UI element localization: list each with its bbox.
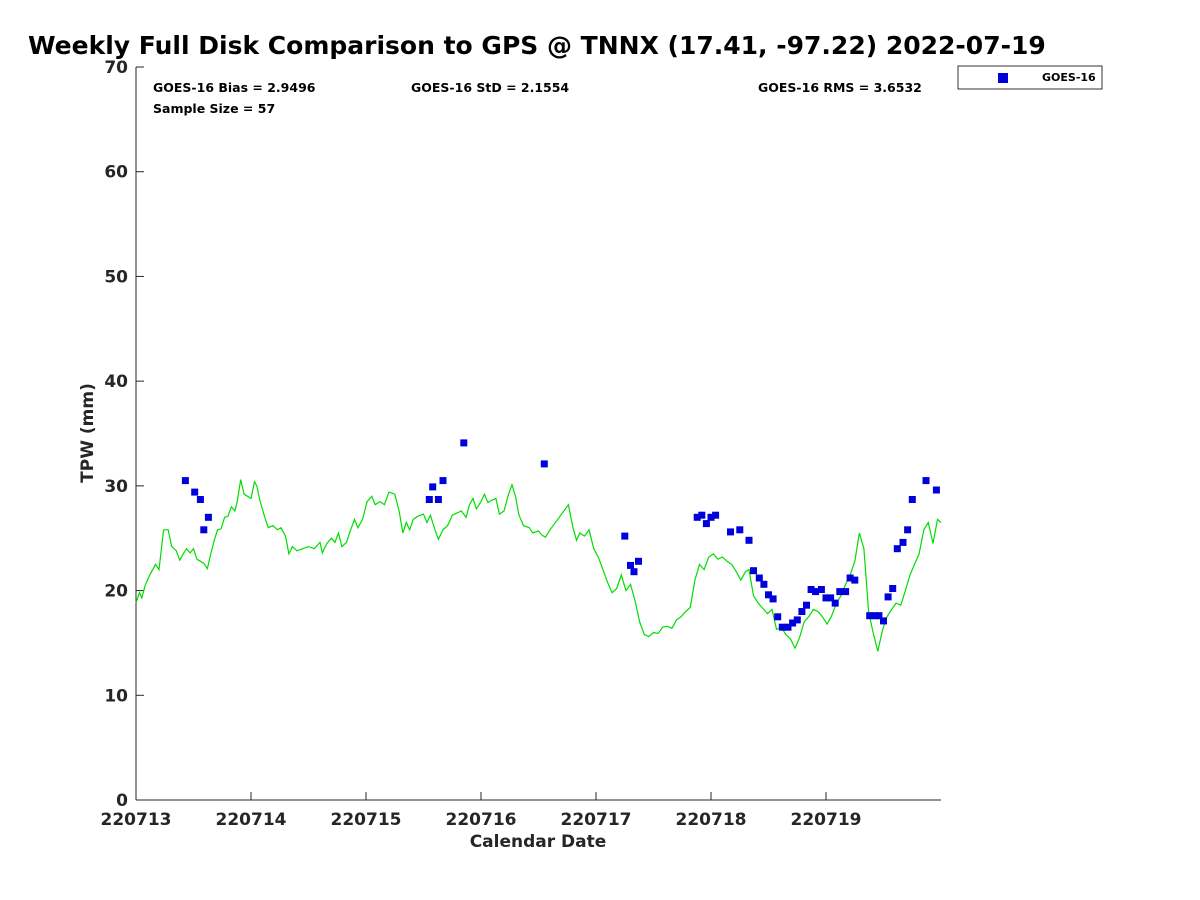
data-point-goes16 <box>774 613 782 621</box>
y-ticks: 0 10 20 30 40 50 60 70 <box>104 58 144 811</box>
data-point-goes16 <box>712 511 720 519</box>
data-point-goes16 <box>866 612 874 620</box>
y-tick-label: 50 <box>104 267 128 287</box>
data-point-goes16 <box>932 486 940 494</box>
y-tick-label: 60 <box>104 163 128 183</box>
x-tick-label: 220718 <box>676 810 747 830</box>
data-point-goes16 <box>793 616 801 624</box>
y-axis-label: TPW (mm) <box>78 383 98 483</box>
data-point-goes16 <box>846 574 854 582</box>
data-point-goes16 <box>889 585 897 592</box>
y-tick-label: 10 <box>104 686 128 706</box>
data-point-goes16 <box>439 477 447 485</box>
data-point-goes16 <box>707 513 715 521</box>
y-tick-label: 0 <box>116 791 128 811</box>
data-point-goes16 <box>760 580 768 588</box>
y-tick-label: 30 <box>104 477 128 497</box>
x-axis-label: Calendar Date <box>470 832 607 852</box>
x-tick-label: 220715 <box>331 810 402 830</box>
chart-title: Weekly Full Disk Comparison to GPS @ TNN… <box>28 31 1046 60</box>
data-point-goes16 <box>200 526 208 534</box>
data-point-goes16 <box>745 536 753 544</box>
series-line-gps <box>135 479 942 652</box>
stat-sample-size: Sample Size = 57 <box>153 101 275 116</box>
data-point-goes16 <box>817 586 825 593</box>
x-tick-label: 220714 <box>216 810 287 830</box>
data-point-goes16 <box>540 460 548 468</box>
stats-box: GOES-16 Bias = 2.9496 GOES-16 StD = 2.15… <box>153 80 922 116</box>
data-point-goes16 <box>827 594 835 602</box>
data-point-goes16 <box>870 612 878 620</box>
x-tick-label: 220717 <box>561 810 632 830</box>
series-layer <box>135 439 942 652</box>
data-point-goes16 <box>635 557 642 565</box>
y-tick-label: 70 <box>104 58 128 78</box>
stat-rms: GOES-16 RMS = 3.6532 <box>758 80 922 95</box>
data-point-goes16 <box>755 574 763 582</box>
data-point-goes16 <box>627 561 634 569</box>
data-point-goes16 <box>784 623 792 631</box>
x-ticks: 220713 220714 220715 220716 220717 220718 2207… <box>101 792 862 830</box>
data-point-goes16 <box>429 483 437 491</box>
data-point-goes16 <box>765 591 772 599</box>
x-tick-label: 220719 <box>791 810 862 830</box>
data-point-goes16 <box>798 608 806 615</box>
plot-area <box>135 67 941 801</box>
data-point-goes16 <box>434 496 442 503</box>
data-point-goes16 <box>822 594 830 602</box>
data-point-goes16 <box>831 599 839 607</box>
x-tick-label: 220713 <box>101 810 172 830</box>
data-point-goes16 <box>750 567 757 575</box>
data-point-goes16 <box>908 496 916 503</box>
data-point-goes16 <box>893 545 901 553</box>
legend-label: GOES-16 <box>1042 71 1096 84</box>
data-point-goes16 <box>807 586 815 593</box>
data-point-goes16 <box>904 526 912 534</box>
data-point-goes16 <box>196 496 204 503</box>
legend-marker <box>998 73 1008 83</box>
data-point-goes16 <box>698 511 706 519</box>
data-point-goes16 <box>204 513 212 521</box>
data-point-goes16 <box>880 617 887 625</box>
data-point-goes16 <box>191 488 199 496</box>
data-point-goes16 <box>789 619 797 627</box>
stat-std: GOES-16 StD = 2.1554 <box>411 80 569 95</box>
data-point-goes16 <box>702 520 710 528</box>
data-point-goes16 <box>803 601 810 609</box>
data-point-goes16 <box>693 513 701 521</box>
data-point-goes16 <box>884 593 892 601</box>
y-tick-label: 40 <box>104 372 128 392</box>
data-point-goes16 <box>460 439 468 447</box>
data-point-goes16 <box>425 496 433 503</box>
data-point-goes16 <box>778 623 786 631</box>
data-point-goes16 <box>812 588 820 596</box>
data-point-goes16 <box>630 568 638 576</box>
legend-box <box>957 65 1103 90</box>
data-point-goes16 <box>181 477 189 485</box>
data-point-goes16 <box>769 595 777 603</box>
data-point-goes16 <box>851 576 859 584</box>
data-point-goes16 <box>736 526 744 534</box>
y-tick-label: 20 <box>104 582 128 602</box>
data-point-goes16 <box>875 612 883 620</box>
stat-bias: GOES-16 Bias = 2.9496 <box>153 80 316 95</box>
legend: GOES-16 <box>957 65 1103 90</box>
x-tick-label: 220716 <box>446 810 517 830</box>
data-point-goes16 <box>621 532 629 540</box>
data-point-goes16 <box>727 528 734 536</box>
data-point-goes16 <box>922 477 930 485</box>
data-point-goes16 <box>842 588 850 596</box>
data-point-goes16 <box>899 538 907 546</box>
data-point-goes16 <box>836 588 844 596</box>
